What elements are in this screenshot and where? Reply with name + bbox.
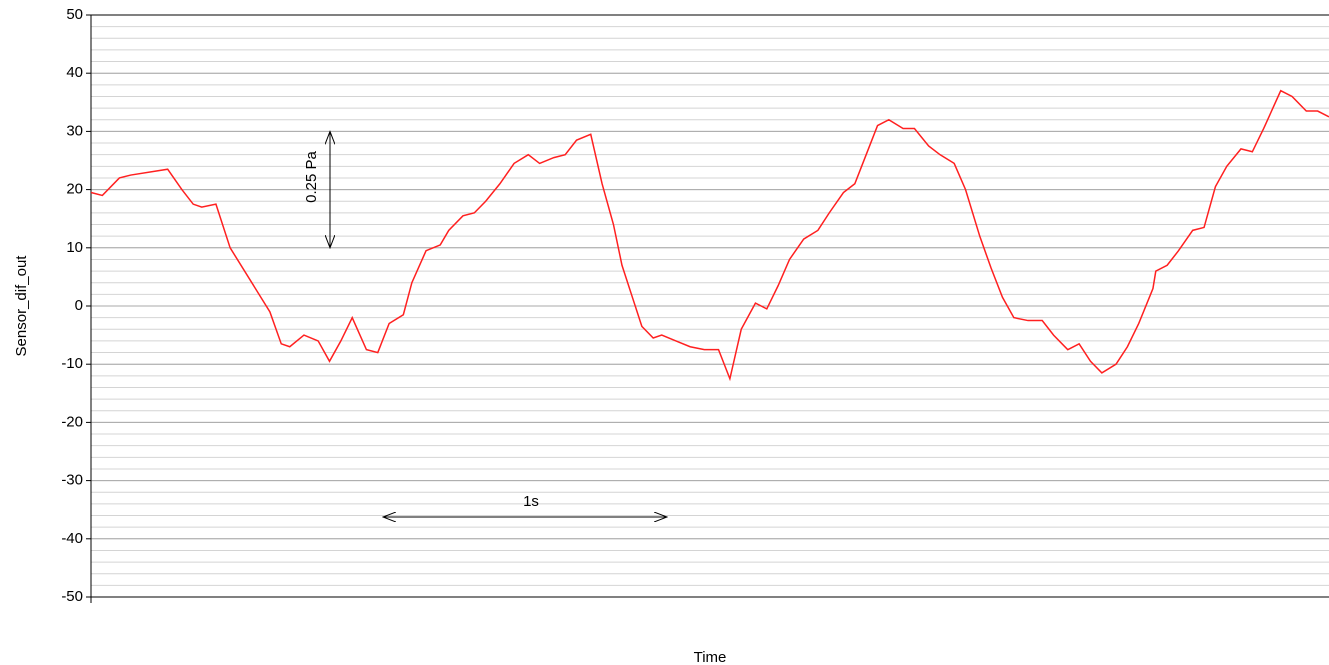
y-tick-label: 50	[66, 6, 83, 23]
y-tick-label: 20	[66, 181, 83, 198]
annotation-label: 1s	[523, 493, 539, 510]
y-tick-label: -40	[61, 530, 83, 547]
annotation-label: 0.25 Pa	[303, 150, 320, 202]
x-axis-label: Time	[694, 649, 727, 665]
y-tick-label: 10	[66, 239, 83, 256]
y-tick-label: -10	[61, 355, 83, 372]
y-tick-label: -30	[61, 472, 83, 489]
y-tick-label: -20	[61, 413, 83, 430]
y-tick-label: 30	[66, 122, 83, 139]
y-tick-label: 40	[66, 64, 83, 81]
y-tick-label: -50	[61, 588, 83, 605]
data-line	[90, 89, 1329, 382]
y-tick-label: 0	[75, 297, 83, 314]
y-axis-label: Sensor_dif_out	[13, 255, 30, 357]
